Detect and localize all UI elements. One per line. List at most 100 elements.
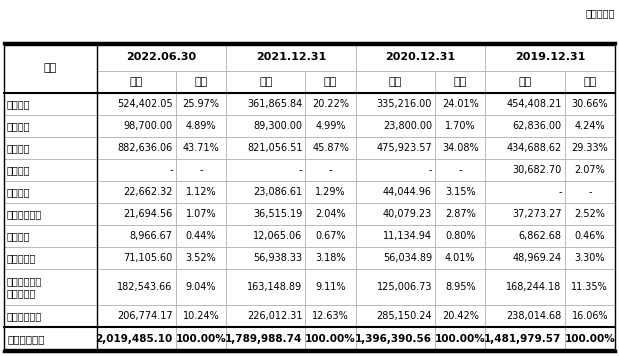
Bar <box>565 203 615 225</box>
Bar <box>305 203 356 225</box>
Text: 168,244.18: 168,244.18 <box>506 282 561 292</box>
Text: -: - <box>199 165 203 175</box>
Bar <box>4 225 97 247</box>
Text: 30,682.70: 30,682.70 <box>513 165 561 175</box>
Bar <box>485 203 565 225</box>
Text: 应付账款: 应付账款 <box>7 143 30 153</box>
Bar <box>176 269 226 305</box>
Bar <box>485 225 565 247</box>
Bar <box>435 225 485 247</box>
Text: 163,148.89: 163,148.89 <box>248 282 303 292</box>
Text: 预收款项: 预收款项 <box>7 165 30 175</box>
Bar <box>485 327 565 351</box>
Text: 238,014.68: 238,014.68 <box>506 311 561 321</box>
Bar <box>485 269 565 305</box>
Text: 475,923.57: 475,923.57 <box>376 143 432 153</box>
Text: 125,006.73: 125,006.73 <box>376 282 432 292</box>
Text: 3.15%: 3.15% <box>445 187 475 197</box>
Text: 2022.06.30: 2022.06.30 <box>126 52 196 62</box>
Text: 11,134.94: 11,134.94 <box>383 231 432 241</box>
Text: 40,079.23: 40,079.23 <box>383 209 432 219</box>
Text: 45.87%: 45.87% <box>312 143 349 153</box>
Bar <box>226 159 305 181</box>
Text: 2.04%: 2.04% <box>315 209 346 219</box>
Text: 10.24%: 10.24% <box>183 311 219 321</box>
Bar <box>97 43 226 71</box>
Bar <box>485 115 565 137</box>
Text: 821,056.51: 821,056.51 <box>247 143 303 153</box>
Text: 882,636.06: 882,636.06 <box>118 143 173 153</box>
Bar <box>176 225 226 247</box>
Text: 4.24%: 4.24% <box>574 121 605 131</box>
Bar <box>226 71 305 93</box>
Bar <box>565 305 615 327</box>
Bar <box>4 269 97 305</box>
Text: 1.29%: 1.29% <box>315 187 346 197</box>
Bar <box>356 247 435 269</box>
Bar <box>176 93 226 115</box>
Bar <box>305 181 356 203</box>
Bar <box>565 181 615 203</box>
Text: 应付职工薪酬: 应付职工薪酬 <box>7 209 42 219</box>
Text: 2.07%: 2.07% <box>574 165 605 175</box>
Bar <box>356 203 435 225</box>
Text: 100.00%: 100.00% <box>305 334 356 344</box>
Bar <box>356 305 435 327</box>
Bar <box>176 181 226 203</box>
Bar <box>97 93 176 115</box>
Bar <box>176 305 226 327</box>
Bar <box>565 247 615 269</box>
Bar <box>305 247 356 269</box>
Bar <box>176 203 226 225</box>
Text: 20.42%: 20.42% <box>442 311 478 321</box>
Bar <box>356 181 435 203</box>
Bar <box>485 43 615 71</box>
Text: 100.00%: 100.00% <box>176 334 227 344</box>
Text: 短期借款: 短期借款 <box>7 99 30 109</box>
Bar <box>356 327 435 351</box>
Bar <box>435 327 485 351</box>
Bar <box>4 247 97 269</box>
Text: 1,481,979.57: 1,481,979.57 <box>484 334 561 344</box>
Text: 206,774.17: 206,774.17 <box>117 311 173 321</box>
Bar <box>97 203 176 225</box>
Bar <box>356 71 435 93</box>
Bar <box>4 305 97 327</box>
Bar <box>435 247 485 269</box>
Text: 1.70%: 1.70% <box>445 121 475 131</box>
Bar <box>4 43 97 93</box>
Text: 占比: 占比 <box>324 77 337 87</box>
Bar <box>97 181 176 203</box>
Text: 25.97%: 25.97% <box>183 99 220 109</box>
Text: 56,034.89: 56,034.89 <box>383 253 432 263</box>
Bar <box>226 225 305 247</box>
Bar <box>97 327 176 351</box>
Text: 30.66%: 30.66% <box>571 99 608 109</box>
Text: 2021.12.31: 2021.12.31 <box>256 52 326 62</box>
Bar <box>356 43 485 71</box>
Bar <box>435 93 485 115</box>
Bar <box>97 115 176 137</box>
Text: 占比: 占比 <box>194 77 207 87</box>
Text: 98,700.00: 98,700.00 <box>124 121 173 131</box>
Text: 21,694.56: 21,694.56 <box>124 209 173 219</box>
Bar <box>305 327 356 351</box>
Text: 1.07%: 1.07% <box>186 209 216 219</box>
Text: 2019.12.31: 2019.12.31 <box>515 52 586 62</box>
Bar <box>226 327 305 351</box>
Bar <box>356 269 435 305</box>
Bar <box>226 43 356 71</box>
Bar <box>305 115 356 137</box>
Bar <box>305 159 356 181</box>
Bar <box>435 137 485 159</box>
Text: 37,273.27: 37,273.27 <box>512 209 561 219</box>
Text: 0.46%: 0.46% <box>574 231 605 241</box>
Bar <box>4 137 97 159</box>
Bar <box>4 181 97 203</box>
Text: 24.01%: 24.01% <box>442 99 478 109</box>
Text: 89,300.00: 89,300.00 <box>253 121 303 131</box>
Text: 2,019,485.10: 2,019,485.10 <box>95 334 173 344</box>
Text: 其他流动负债: 其他流动负债 <box>7 311 42 321</box>
Bar <box>97 71 176 93</box>
Bar <box>226 93 305 115</box>
